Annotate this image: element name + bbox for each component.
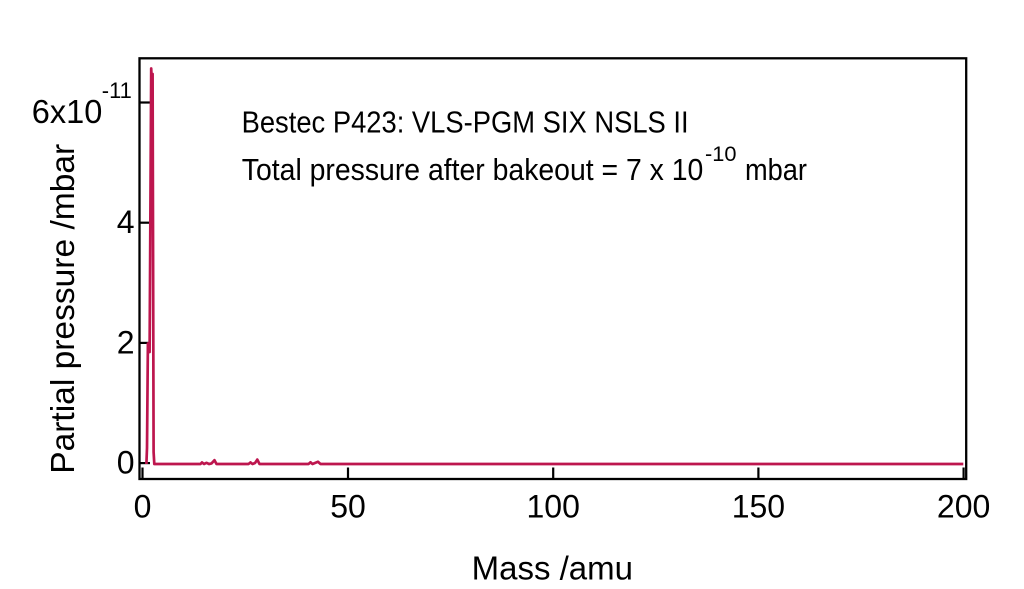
svg-text:6x10: 6x10 xyxy=(32,93,103,130)
svg-text:Partial pressure /mbar: Partial pressure /mbar xyxy=(45,144,82,474)
svg-text:4: 4 xyxy=(117,204,135,240)
svg-text:Total pressure after bakeout =: Total pressure after bakeout = 7 x 10 xyxy=(242,152,704,187)
svg-text:200: 200 xyxy=(937,489,990,525)
svg-text:2: 2 xyxy=(117,324,135,360)
svg-text:150: 150 xyxy=(732,489,785,525)
svg-text:Mass /amu: Mass /amu xyxy=(472,550,633,587)
svg-text:Bestec P423: VLS-PGM SIX NSLS: Bestec P423: VLS-PGM SIX NSLS II xyxy=(242,105,689,140)
svg-text:-10: -10 xyxy=(705,143,737,166)
svg-text:0: 0 xyxy=(134,489,152,525)
svg-text:0: 0 xyxy=(117,445,135,481)
svg-text:50: 50 xyxy=(330,489,366,525)
svg-text:-11: -11 xyxy=(102,78,132,103)
svg-text:mbar: mbar xyxy=(745,152,807,187)
svg-text:100: 100 xyxy=(527,489,580,525)
